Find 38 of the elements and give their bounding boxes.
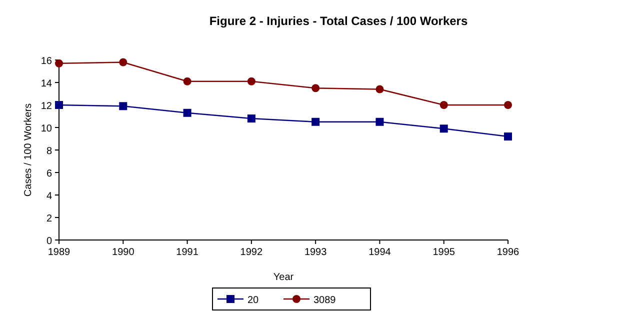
y-tick-label: 16 — [40, 56, 52, 67]
y-tick-label: 14 — [40, 78, 52, 90]
point — [55, 59, 63, 68]
y-tick-label: 4 — [46, 191, 52, 202]
point — [247, 114, 256, 122]
point — [440, 124, 448, 133]
x-axis-title: Year — [273, 272, 294, 283]
x-tick-label: 1989 — [48, 247, 71, 258]
point — [312, 84, 320, 92]
y-tick-label: 2 — [46, 214, 52, 224]
x-tick-label: 1993 — [304, 247, 328, 258]
point — [504, 132, 512, 140]
point — [376, 85, 384, 94]
point — [440, 101, 448, 109]
point — [183, 77, 192, 86]
x-tick-label: 1995 — [432, 247, 456, 258]
x-tick-label: 1990 — [112, 247, 135, 258]
x-tick-label: 1994 — [368, 247, 392, 258]
x-tick-label: 1992 — [240, 247, 263, 258]
x-tick-label: 1996 — [496, 247, 520, 258]
chart-title: Figure 2 - Injuries - Total Cases / 100 Workers — [209, 14, 468, 28]
x-tick-label: 1991 — [176, 247, 199, 258]
point — [183, 108, 192, 117]
y-tick-label: 8 — [46, 146, 52, 157]
point — [504, 101, 512, 109]
y-tick-label: 0 — [46, 236, 52, 247]
point — [376, 118, 384, 126]
y-tick-label: 10 — [40, 124, 52, 134]
point — [247, 77, 256, 86]
point — [119, 102, 128, 110]
point — [55, 101, 63, 109]
y-axis-title: Cases / 100 Workers — [23, 103, 34, 197]
legend-label: 3089 — [314, 295, 336, 306]
point — [119, 58, 128, 66]
legend-label: 20 — [248, 295, 260, 306]
y-tick-label: 12 — [40, 101, 52, 112]
y-tick-label: 6 — [46, 168, 52, 180]
point — [312, 118, 320, 126]
